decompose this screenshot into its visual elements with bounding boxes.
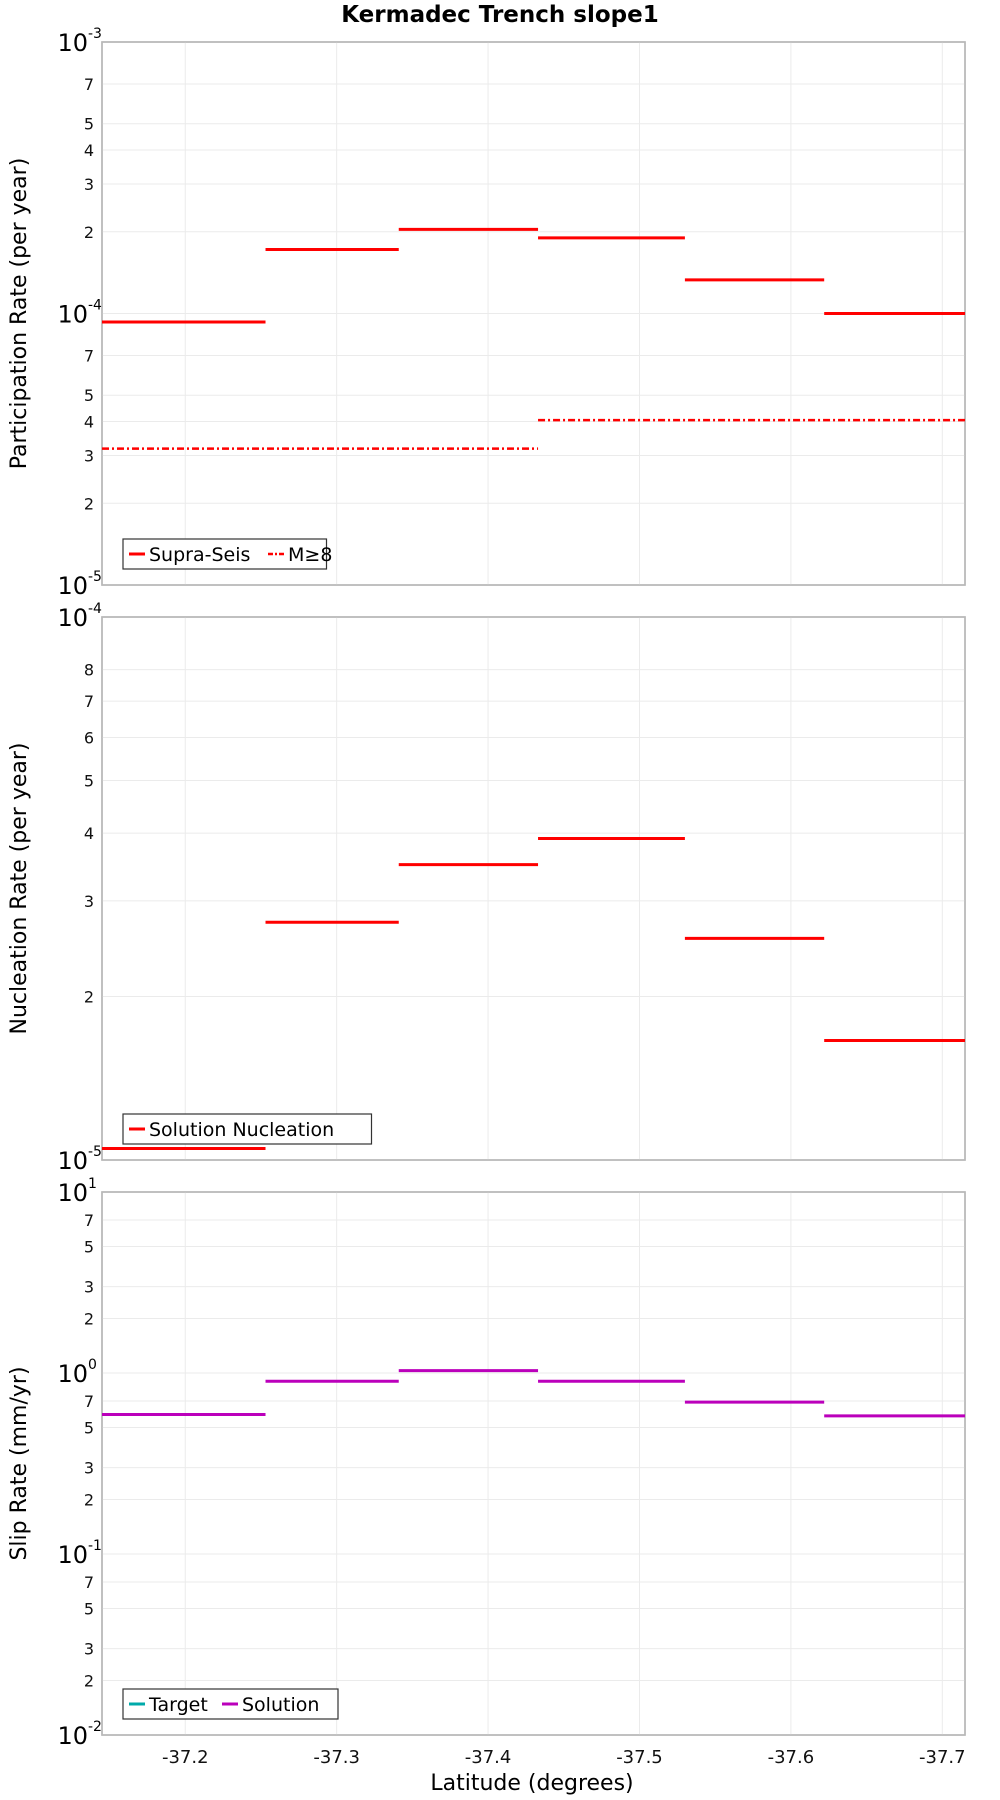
y-tick-label: 7 — [84, 1392, 94, 1411]
y-tick-exponent: 0 — [88, 1357, 97, 1373]
y-tick-label: 10 — [57, 301, 88, 329]
y-tick-label: 10 — [57, 1360, 88, 1388]
y-tick-label: 4 — [84, 824, 94, 843]
y-tick-label: 2 — [84, 223, 94, 242]
y-tick-label: 6 — [84, 728, 94, 747]
y-tick-label: 3 — [84, 1278, 94, 1297]
legend-label: Supra-Seis — [149, 544, 250, 566]
y-tick-label: 4 — [84, 413, 94, 432]
y-tick-label: 4 — [84, 141, 94, 160]
legend-box — [122, 1113, 373, 1145]
y-tick-label: 5 — [84, 771, 94, 790]
y-tick-label: 5 — [84, 1599, 94, 1618]
x-tick-label: -37.2 — [162, 1747, 209, 1768]
y-tick-label: 7 — [84, 347, 94, 366]
x-tick-label: -37.3 — [313, 1747, 360, 1768]
y-tick-label: 3 — [84, 892, 94, 911]
y-tick-label: 3 — [84, 1459, 94, 1478]
plot-frame — [101, 1191, 966, 1736]
plot-area — [101, 616, 966, 1161]
y-axis-label: Slip Rate (mm/yr) — [7, 1366, 32, 1560]
y-tick-label: 5 — [84, 386, 94, 405]
y-tick-label: 7 — [84, 75, 94, 94]
x-tick-label: -37.5 — [616, 1747, 663, 1768]
y-tick-exponent: -5 — [88, 569, 102, 585]
y-tick-label: 10 — [57, 1722, 88, 1750]
legend-box — [122, 538, 328, 570]
y-tick-label: 10 — [57, 1179, 88, 1207]
y-tick-label: 10 — [57, 1147, 88, 1175]
y-tick-label: 5 — [84, 115, 94, 134]
legend-label: Target — [148, 1694, 208, 1716]
y-tick-label: 3 — [84, 446, 94, 465]
y-tick-label: 8 — [84, 661, 94, 680]
legend-label: M≥8 — [288, 544, 332, 566]
y-tick-label: 2 — [84, 988, 94, 1007]
y-tick-label: 7 — [84, 1573, 94, 1592]
y-tick-exponent: 1 — [88, 1176, 97, 1192]
y-tick-label: 2 — [84, 1491, 94, 1510]
y-tick-label: 2 — [84, 1672, 94, 1691]
plot-area — [101, 1191, 966, 1736]
y-tick-label: 5 — [84, 1418, 94, 1437]
chart-title: Kermadec Trench slope1 — [341, 2, 659, 28]
x-tick-label: -37.6 — [768, 1747, 815, 1768]
y-tick-label: 5 — [84, 1237, 94, 1256]
x-tick-label: -37.7 — [919, 1747, 966, 1768]
y-axis-label: Nucleation Rate (per year) — [7, 743, 32, 1035]
y-tick-label: 7 — [84, 1211, 94, 1230]
y-tick-label: 10 — [57, 572, 88, 600]
y-tick-label: 7 — [84, 692, 94, 711]
legend: Solution Nucleation — [122, 1113, 373, 1145]
y-tick-label: 2 — [84, 1310, 94, 1329]
y-axis-label: Participation Rate (per year) — [7, 158, 32, 470]
y-tick-label: 10 — [57, 1541, 88, 1569]
legend-label: Solution Nucleation — [149, 1119, 334, 1141]
x-tick-label: -37.4 — [465, 1747, 512, 1768]
legend: Supra-Seis M≥8 — [122, 538, 332, 570]
y-tick-exponent: -1 — [88, 1538, 102, 1554]
y-tick-exponent: -3 — [88, 26, 102, 42]
y-tick-exponent: -5 — [88, 1144, 102, 1160]
legend-label: Solution — [242, 1694, 319, 1716]
y-tick-exponent: -4 — [88, 601, 102, 617]
y-tick-label: 3 — [84, 175, 94, 194]
y-tick-label: 10 — [57, 29, 88, 57]
y-tick-exponent: -2 — [88, 1719, 102, 1735]
y-tick-label: 2 — [84, 494, 94, 513]
y-tick-label: 3 — [84, 1640, 94, 1659]
plot-frame — [101, 616, 966, 1161]
legend: Target Solution — [122, 1688, 339, 1720]
y-tick-label: 10 — [57, 604, 88, 632]
x-axis-label: Latitude (degrees) — [430, 1771, 633, 1796]
y-tick-exponent: -4 — [88, 298, 102, 314]
